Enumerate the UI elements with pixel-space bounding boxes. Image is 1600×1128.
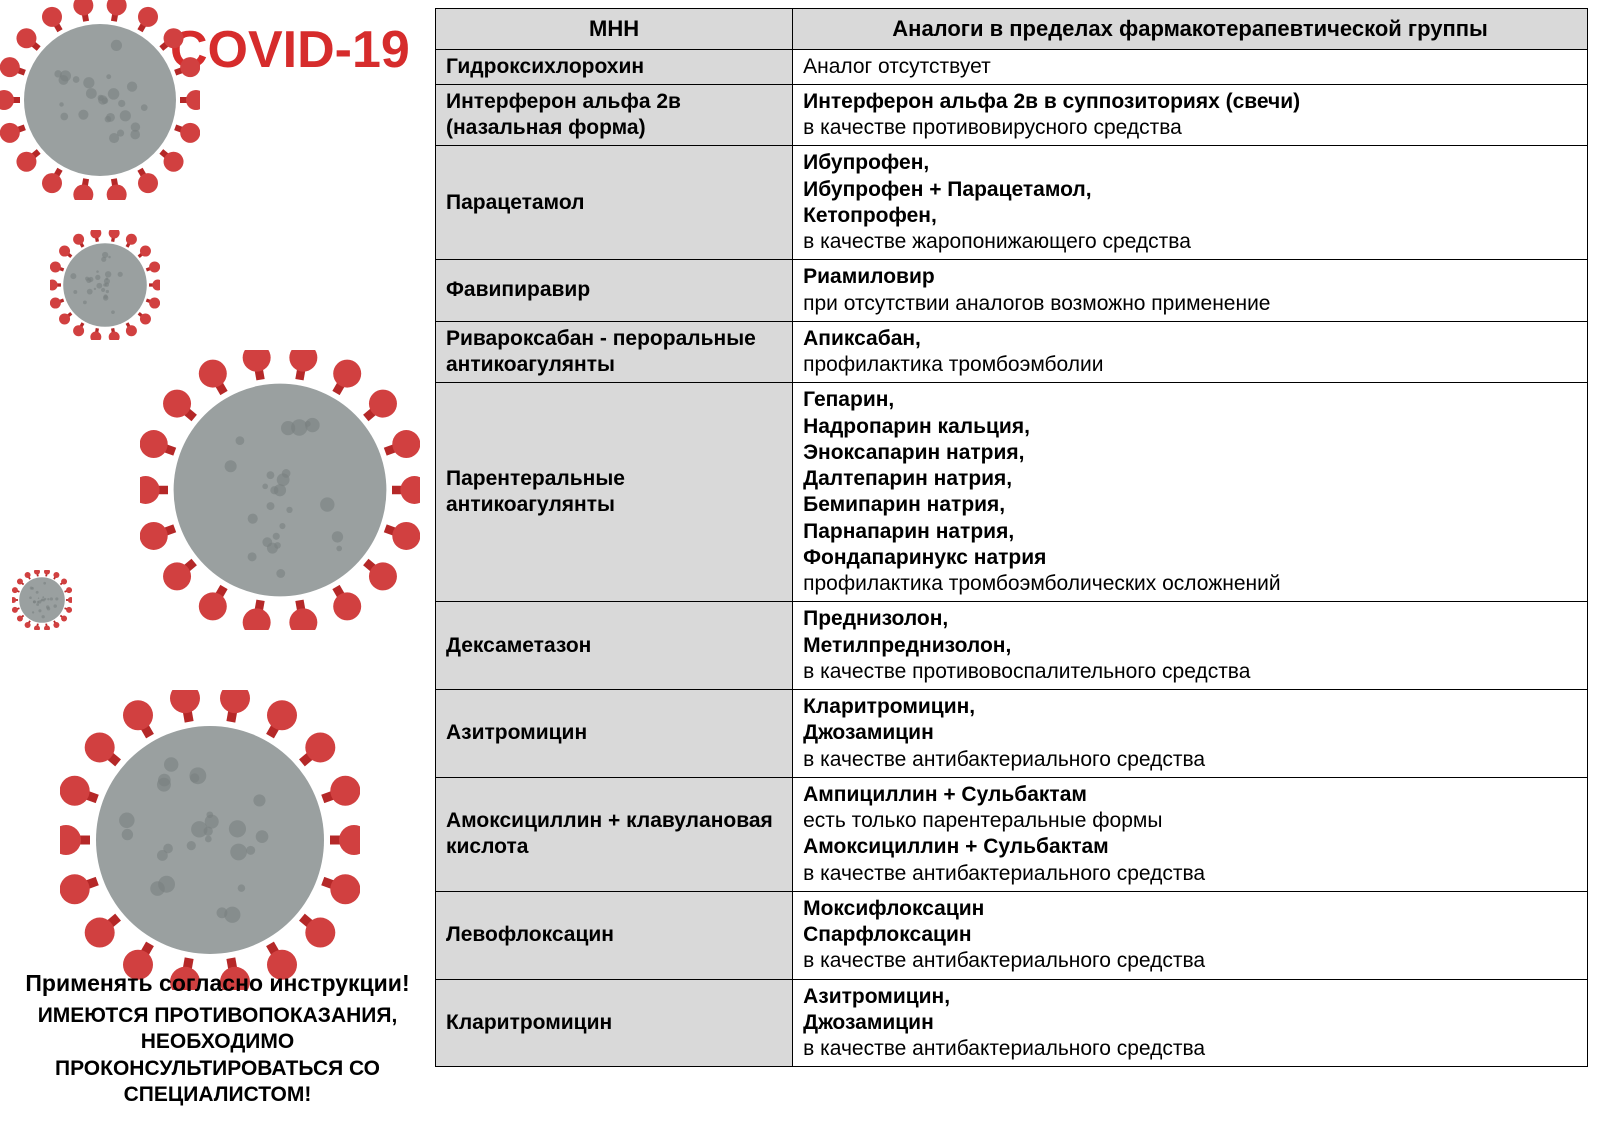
table-row: ДексаметазонПреднизолон,Метилпреднизолон… [436, 602, 1588, 690]
page-title: COVID-19 [170, 20, 410, 80]
analog-bold-line: Кетопрофен, [803, 203, 1577, 229]
analog-segment: в качестве антибактериального средства [803, 861, 1577, 887]
analog-cell: Интерферон альфа 2в в суппозиториях (све… [793, 84, 1588, 146]
analog-bold-line: Джозамицин [803, 1010, 1577, 1036]
analog-bold-line: Фондапаринукс натрия [803, 545, 1577, 571]
mnn-cell: Фавипиравир [436, 260, 793, 322]
table-row: КларитромицинАзитромицин,Джозамицинв кач… [436, 979, 1588, 1067]
analog-text-line: в качестве противовирусного средства [803, 115, 1577, 141]
analog-bold-line: Азитромицин, [803, 984, 1577, 1010]
drug-analogs-table: МНН Аналоги в пределах фармакотерапевтич… [435, 8, 1588, 1067]
mnn-cell: Кларитромицин [436, 979, 793, 1067]
analog-bold-line: Преднизолон, [803, 606, 1577, 632]
mnn-cell: Левофлоксацин [436, 891, 793, 979]
analog-bold-line: Апиксабан, [803, 326, 1577, 352]
virus-icon [12, 570, 72, 630]
analog-bold-line: Спарфлоксацин [803, 922, 1577, 948]
analog-cell: Аналог отсутствует [793, 49, 1588, 84]
analog-bold-line: Надропарин кальция, [803, 414, 1577, 440]
analog-segment: Амоксициллин + Сульбактам [803, 834, 1577, 860]
table-row: Парентеральные антикоагулянтыГепарин,Над… [436, 383, 1588, 602]
analog-bold-line: Гепарин, [803, 387, 1577, 413]
analog-bold-line: Риамиловир [803, 264, 1577, 290]
mnn-cell: Парацетамол [436, 146, 793, 260]
warning-line-1: Применять согласно инструкции! [0, 970, 435, 997]
analog-cell: Ибупрофен,Ибупрофен + Парацетамол,Кетопр… [793, 146, 1588, 260]
col-header-mnn: МНН [436, 9, 793, 50]
analog-segment: Ампициллин + Сульбактам [803, 782, 1577, 808]
analog-cell: Риамиловирпри отсутствии аналогов возмож… [793, 260, 1588, 322]
analog-bold-line: Метилпреднизолон, [803, 633, 1577, 659]
col-header-analogs: Аналоги в пределах фармакотерапевтическо… [793, 9, 1588, 50]
table-row: ПарацетамолИбупрофен,Ибупрофен + Парацет… [436, 146, 1588, 260]
analog-bold-line: Далтепарин натрия, [803, 466, 1577, 492]
table-row: Гидроксихлорохин Аналог отсутствует [436, 49, 1588, 84]
virus-icon [140, 350, 420, 630]
analog-text-line: профилактика тромбоэмболии [803, 352, 1577, 378]
analog-cell: Азитромицин,Джозамицинв качестве антибак… [793, 979, 1588, 1067]
mnn-cell: Интерферон альфа 2в (назальная форма) [436, 84, 793, 146]
mnn-cell: Гидроксихлорохин [436, 49, 793, 84]
analog-text-line: профилактика тромбоэмболических осложнен… [803, 571, 1577, 597]
analog-text-line: в качестве антибактериального средства [803, 747, 1577, 773]
mnn-cell: Азитромицин [436, 690, 793, 778]
analog-bold-line: Моксифлоксацин [803, 896, 1577, 922]
analog-bold-line: Бемипарин натрия, [803, 492, 1577, 518]
analog-cell: Преднизолон,Метилпреднизолон,в качестве … [793, 602, 1588, 690]
analog-segment: есть только парентеральные формы [803, 808, 1577, 834]
virus-icon [50, 230, 160, 340]
analog-text-line: в качестве антибактериального средства [803, 1036, 1577, 1062]
table-row: Интерферон альфа 2в (назальная форма) Инт… [436, 84, 1588, 146]
analog-cell: Гепарин,Надропарин кальция,Эноксапарин н… [793, 383, 1588, 602]
analog-bold-line: Эноксапарин натрия, [803, 440, 1577, 466]
analog-text-line: при отсутствии аналогов возможно примене… [803, 291, 1577, 317]
warning-line-2: ИМЕЮТСЯ ПРОТИВОПОКАЗАНИЯ, НЕОБХОДИМО ПРО… [0, 1003, 435, 1108]
mnn-cell: Амоксициллин + клавулановая кислота [436, 777, 793, 891]
virus-icon [60, 690, 360, 990]
warning-block: Применять согласно инструкции! ИМЕЮТСЯ П… [0, 970, 435, 1108]
table-panel: МНН Аналоги в пределах фармакотерапевтич… [435, 0, 1600, 1128]
analog-text-line: Аналог отсутствует [803, 54, 1577, 80]
mnn-cell: Ривароксабан - пероральные антикоагулянт… [436, 321, 793, 383]
mnn-cell: Дексаметазон [436, 602, 793, 690]
analog-bold-line: Ибупрофен + Парацетамол, [803, 177, 1577, 203]
analog-cell: МоксифлоксацинСпарфлоксацинв качестве ан… [793, 891, 1588, 979]
analog-text-line: в качестве жаропонижающего средства [803, 229, 1577, 255]
analog-bold-line: Интерферон альфа 2в в суппозиториях (све… [803, 89, 1577, 115]
mnn-cell: Парентеральные антикоагулянты [436, 383, 793, 602]
analog-bold-line: Парнапарин натрия, [803, 519, 1577, 545]
analog-cell: Кларитромицин,Джозамицинв качестве антиб… [793, 690, 1588, 778]
table-row: Ривароксабан - пероральные антикоагулянт… [436, 321, 1588, 383]
table-header-row: МНН Аналоги в пределах фармакотерапевтич… [436, 9, 1588, 50]
virus-icon [0, 0, 200, 200]
analog-text-line: в качестве противовоспалительного средст… [803, 659, 1577, 685]
table-row: Амоксициллин + клавулановая кислотаАмпиц… [436, 777, 1588, 891]
table-row: ЛевофлоксацинМоксифлоксацинСпарфлоксацин… [436, 891, 1588, 979]
analog-bold-line: Джозамицин [803, 720, 1577, 746]
analog-cell: Ампициллин + Сульбактаместь только парен… [793, 777, 1588, 891]
analog-bold-line: Ибупрофен, [803, 150, 1577, 176]
left-panel: COVID-19 Применять согласно инструкции! … [0, 0, 435, 1128]
analog-cell: Апиксабан,профилактика тромбоэмболии [793, 321, 1588, 383]
analog-text-line: в качестве антибактериального средства [803, 948, 1577, 974]
analog-bold-line: Кларитромицин, [803, 694, 1577, 720]
table-row: АзитромицинКларитромицин,Джозамицинв кач… [436, 690, 1588, 778]
table-row: ФавипиравирРиамиловирпри отсутствии анал… [436, 260, 1588, 322]
